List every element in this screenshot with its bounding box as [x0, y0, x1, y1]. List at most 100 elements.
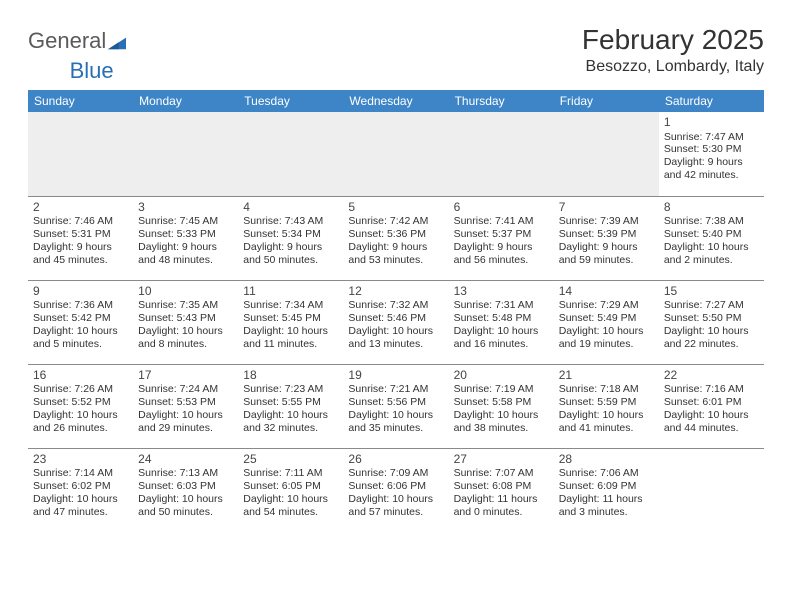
- sunrise-text: Sunrise: 7:06 AM: [559, 467, 654, 480]
- sunrise-text: Sunrise: 7:31 AM: [454, 299, 549, 312]
- day-cell: 9Sunrise: 7:36 AMSunset: 5:42 PMDaylight…: [28, 280, 133, 364]
- week-row: 2Sunrise: 7:46 AMSunset: 5:31 PM Daylight…: [28, 196, 764, 280]
- day-cell: 15Sunrise: 7:27 AMSunset: 5:50 PMDayligh…: [659, 280, 764, 364]
- day-number: 9: [33, 284, 128, 299]
- sunset-text: Sunset: 6:01 PM: [664, 396, 759, 409]
- sunrise-text: Sunrise: 7:14 AM: [33, 467, 128, 480]
- sunset-text: Sunset: 5:39 PM: [559, 228, 654, 241]
- sunrise-text: Sunrise: 7:47 AM: [664, 131, 759, 144]
- sunset-text: Sunset: 5:31 PM: [33, 228, 128, 241]
- day-number: 5: [348, 200, 443, 215]
- day-cell: 23Sunrise: 7:14 AMSunset: 6:02 PMDayligh…: [28, 448, 133, 532]
- month-year: February 2025: [582, 24, 764, 56]
- sunset-text: Sunset: 5:52 PM: [33, 396, 128, 409]
- daylight-text: Daylight: 9 hours and 56 minutes.: [454, 241, 549, 267]
- sunset-text: Sunset: 5:56 PM: [348, 396, 443, 409]
- sunrise-text: Sunrise: 7:34 AM: [243, 299, 338, 312]
- day-cell: 19Sunrise: 7:21 AMSunset: 5:56 PMDayligh…: [343, 364, 448, 448]
- daylight-text: Daylight: 10 hours and 2 minutes.: [664, 241, 759, 267]
- sunset-text: Sunset: 5:48 PM: [454, 312, 549, 325]
- day-cell: 24Sunrise: 7:13 AMSunset: 6:03 PMDayligh…: [133, 448, 238, 532]
- empty-cell: [554, 112, 659, 196]
- daylight-text: Daylight: 10 hours and 35 minutes.: [348, 409, 443, 435]
- day-number: 7: [559, 200, 654, 215]
- empty-cell: [343, 112, 448, 196]
- day-number: 28: [559, 452, 654, 467]
- day-number: 4: [243, 200, 338, 215]
- day-cell: 27Sunrise: 7:07 AMSunset: 6:08 PMDayligh…: [449, 448, 554, 532]
- sunrise-text: Sunrise: 7:42 AM: [348, 215, 443, 228]
- daylight-text: Daylight: 11 hours and 0 minutes.: [454, 493, 549, 519]
- sunset-text: Sunset: 5:43 PM: [138, 312, 233, 325]
- sunset-text: Sunset: 5:34 PM: [243, 228, 338, 241]
- day-number: 15: [664, 284, 759, 299]
- sunrise-text: Sunrise: 7:46 AM: [33, 215, 128, 228]
- sunset-text: Sunset: 5:45 PM: [243, 312, 338, 325]
- sunrise-text: Sunrise: 7:36 AM: [33, 299, 128, 312]
- week-row: 1Sunrise: 7:47 AMSunset: 5:30 PMDaylight…: [28, 112, 764, 196]
- daylight-text: Daylight: 9 hours and 42 minutes.: [664, 156, 759, 182]
- sunrise-text: Sunrise: 7:11 AM: [243, 467, 338, 480]
- day-number: 24: [138, 452, 233, 467]
- sunrise-text: Sunrise: 7:24 AM: [138, 383, 233, 396]
- sunrise-text: Sunrise: 7:07 AM: [454, 467, 549, 480]
- day-cell: 4Sunrise: 7:43 AMSunset: 5:34 PMDaylight…: [238, 196, 343, 280]
- day-cell: 14Sunrise: 7:29 AMSunset: 5:49 PMDayligh…: [554, 280, 659, 364]
- daylight-text: Daylight: 10 hours and 11 minutes.: [243, 325, 338, 351]
- sunset-text: Sunset: 5:53 PM: [138, 396, 233, 409]
- day-number: 18: [243, 368, 338, 383]
- sunrise-text: Sunrise: 7:09 AM: [348, 467, 443, 480]
- day-cell: 20Sunrise: 7:19 AMSunset: 5:58 PMDayligh…: [449, 364, 554, 448]
- sunrise-text: Sunrise: 7:26 AM: [33, 383, 128, 396]
- week-row: 16Sunrise: 7:26 AMSunset: 5:52 PMDayligh…: [28, 364, 764, 448]
- day-number: 26: [348, 452, 443, 467]
- day-number: 1: [664, 115, 759, 130]
- dow-wednesday: Wednesday: [343, 90, 448, 112]
- day-cell: 13Sunrise: 7:31 AMSunset: 5:48 PMDayligh…: [449, 280, 554, 364]
- empty-cell: [659, 448, 764, 532]
- sunset-text: Sunset: 6:03 PM: [138, 480, 233, 493]
- logo-triangle-icon: [108, 32, 126, 50]
- empty-cell: [238, 112, 343, 196]
- dow-saturday: Saturday: [659, 90, 764, 112]
- sunset-text: Sunset: 5:37 PM: [454, 228, 549, 241]
- dow-friday: Friday: [554, 90, 659, 112]
- daylight-text: Daylight: 9 hours and 59 minutes.: [559, 241, 654, 267]
- day-number: 6: [454, 200, 549, 215]
- dow-monday: Monday: [133, 90, 238, 112]
- day-number: 2: [33, 200, 128, 215]
- daylight-text: Daylight: 10 hours and 38 minutes.: [454, 409, 549, 435]
- sunrise-text: Sunrise: 7:19 AM: [454, 383, 549, 396]
- sunrise-text: Sunrise: 7:32 AM: [348, 299, 443, 312]
- daylight-text: Daylight: 10 hours and 54 minutes.: [243, 493, 338, 519]
- day-number: 8: [664, 200, 759, 215]
- day-number: 19: [348, 368, 443, 383]
- day-cell: 1Sunrise: 7:47 AMSunset: 5:30 PMDaylight…: [659, 112, 764, 196]
- sunset-text: Sunset: 6:09 PM: [559, 480, 654, 493]
- day-number: 12: [348, 284, 443, 299]
- daylight-text: Daylight: 10 hours and 22 minutes.: [664, 325, 759, 351]
- sunrise-text: Sunrise: 7:18 AM: [559, 383, 654, 396]
- sunset-text: Sunset: 5:33 PM: [138, 228, 233, 241]
- day-cell: 25Sunrise: 7:11 AMSunset: 6:05 PMDayligh…: [238, 448, 343, 532]
- daylight-text: Daylight: 10 hours and 57 minutes.: [348, 493, 443, 519]
- sunset-text: Sunset: 5:49 PM: [559, 312, 654, 325]
- daylight-text: Daylight: 10 hours and 47 minutes.: [33, 493, 128, 519]
- day-cell: 11Sunrise: 7:34 AMSunset: 5:45 PMDayligh…: [238, 280, 343, 364]
- sunrise-text: Sunrise: 7:27 AM: [664, 299, 759, 312]
- sunset-text: Sunset: 5:42 PM: [33, 312, 128, 325]
- dow-row: SundayMondayTuesdayWednesdayThursdayFrid…: [28, 90, 764, 112]
- day-cell: 5Sunrise: 7:42 AMSunset: 5:36 PMDaylight…: [343, 196, 448, 280]
- sunset-text: Sunset: 5:36 PM: [348, 228, 443, 241]
- empty-cell: [449, 112, 554, 196]
- day-number: 13: [454, 284, 549, 299]
- sunset-text: Sunset: 6:05 PM: [243, 480, 338, 493]
- sunset-text: Sunset: 5:59 PM: [559, 396, 654, 409]
- empty-cell: [28, 112, 133, 196]
- sunrise-text: Sunrise: 7:13 AM: [138, 467, 233, 480]
- day-number: 3: [138, 200, 233, 215]
- daylight-text: Daylight: 9 hours and 53 minutes.: [348, 241, 443, 267]
- daylight-text: Daylight: 10 hours and 13 minutes.: [348, 325, 443, 351]
- dow-sunday: Sunday: [28, 90, 133, 112]
- day-cell: 28Sunrise: 7:06 AMSunset: 6:09 PMDayligh…: [554, 448, 659, 532]
